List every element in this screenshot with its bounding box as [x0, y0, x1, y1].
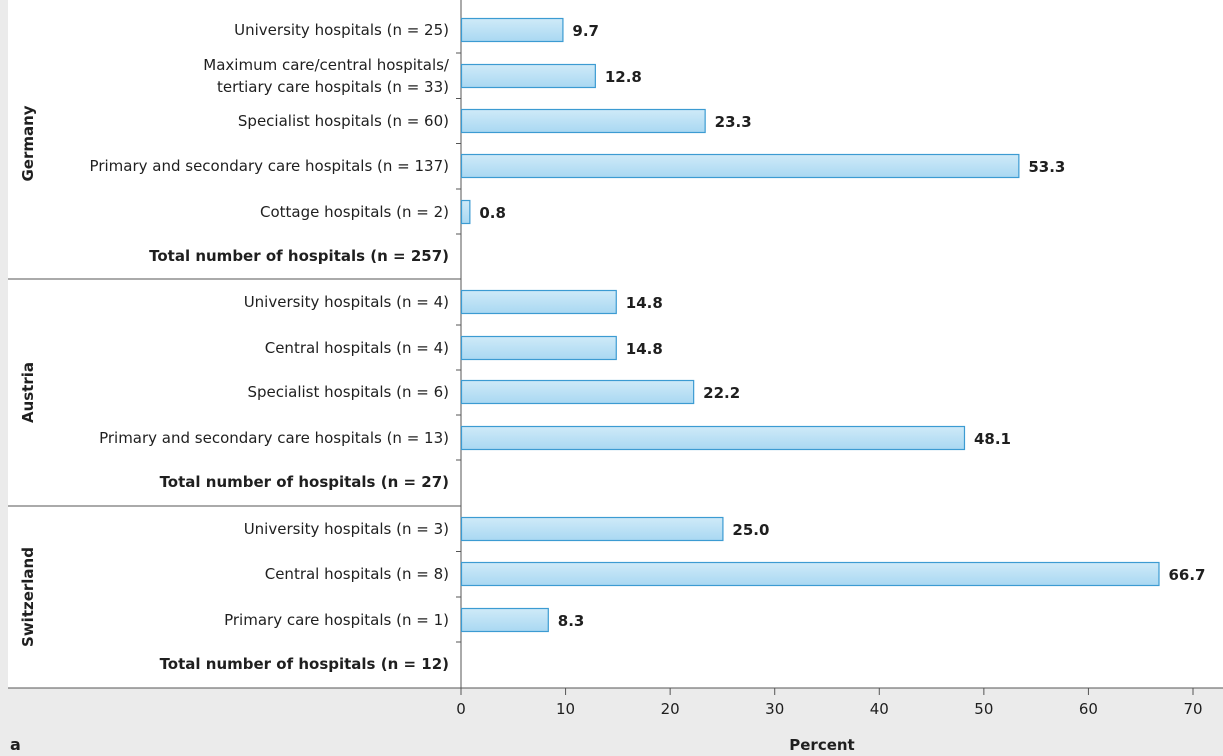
category-label: University hospitals (n = 4) — [244, 293, 449, 311]
value-label: 12.8 — [605, 68, 642, 86]
x-tick-label: 40 — [870, 700, 889, 718]
value-label: 8.3 — [558, 612, 585, 630]
bar — [460, 17, 564, 43]
total-label: Total number of hospitals (n = 257) — [149, 247, 449, 265]
bar — [460, 516, 724, 542]
bar — [460, 63, 596, 89]
x-tick-label: 60 — [1079, 700, 1098, 718]
value-label: 14.8 — [626, 294, 663, 312]
x-tick-label: 20 — [661, 700, 680, 718]
x-tick-label: 0 — [456, 700, 466, 718]
category-label: Specialist hospitals (n = 6) — [247, 383, 449, 401]
value-label: 22.2 — [703, 384, 740, 402]
total-label: Total number of hospitals (n = 27) — [160, 473, 449, 491]
group-label-germany: Germany — [19, 105, 37, 181]
x-tick-label: 30 — [765, 700, 784, 718]
category-label: Maximum care/central hospitals/tertiary … — [203, 56, 450, 96]
x-axis-title: Percent — [789, 736, 854, 754]
bar — [460, 379, 695, 405]
bar — [460, 289, 617, 315]
category-label: Primary care hospitals (n = 1) — [224, 611, 449, 629]
category-label: University hospitals (n = 3) — [244, 520, 449, 538]
bar — [460, 561, 1160, 587]
value-label: 66.7 — [1168, 566, 1205, 584]
bar — [460, 199, 471, 225]
value-label: 9.7 — [572, 22, 599, 40]
x-tick-label: 70 — [1183, 700, 1202, 718]
x-tick-label: 50 — [974, 700, 993, 718]
category-label: Specialist hospitals (n = 60) — [238, 112, 449, 130]
category-label: Central hospitals (n = 4) — [265, 339, 449, 357]
group-label-switzerland: Switzerland — [19, 547, 37, 647]
value-label: 48.1 — [974, 430, 1011, 448]
bar — [460, 425, 966, 451]
category-label: Primary and secondary care hospitals (n … — [90, 157, 449, 175]
value-label: 14.8 — [626, 340, 663, 358]
category-label: Primary and secondary care hospitals (n … — [99, 429, 449, 447]
x-tick-label: 10 — [556, 700, 575, 718]
group-label-austria: Austria — [19, 362, 37, 423]
bar — [460, 335, 617, 361]
category-label: Cottage hospitals (n = 2) — [260, 203, 449, 221]
panel-label: a — [10, 735, 21, 754]
total-label: Total number of hospitals (n = 12) — [160, 655, 449, 673]
value-label: 0.8 — [479, 204, 506, 222]
category-label: University hospitals (n = 25) — [234, 21, 449, 39]
value-label: 25.0 — [732, 521, 769, 539]
bar — [460, 153, 1020, 179]
bar — [460, 607, 549, 633]
category-label: Central hospitals (n = 8) — [265, 565, 449, 583]
bar — [460, 108, 706, 134]
value-label: 53.3 — [1028, 158, 1065, 176]
value-label: 23.3 — [715, 113, 752, 131]
